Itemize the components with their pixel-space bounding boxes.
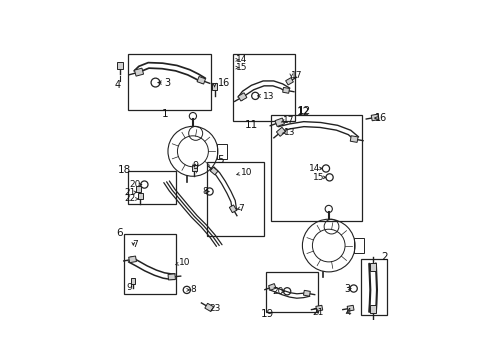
Text: 16: 16 xyxy=(218,78,230,89)
Text: 9: 9 xyxy=(193,161,199,171)
Polygon shape xyxy=(276,127,286,136)
Text: 11: 11 xyxy=(245,120,258,130)
Polygon shape xyxy=(303,290,310,296)
Text: 18: 18 xyxy=(118,165,131,175)
Bar xyxy=(233,54,295,121)
Text: 17: 17 xyxy=(283,116,294,125)
Bar xyxy=(354,238,365,253)
Text: 17: 17 xyxy=(292,71,303,80)
Text: 3: 3 xyxy=(165,78,171,88)
Polygon shape xyxy=(134,68,144,76)
Polygon shape xyxy=(269,284,276,290)
Text: 14: 14 xyxy=(309,164,320,173)
Polygon shape xyxy=(197,76,205,84)
Polygon shape xyxy=(229,205,237,213)
Polygon shape xyxy=(275,118,284,126)
Text: 15: 15 xyxy=(236,63,247,72)
Polygon shape xyxy=(371,114,379,121)
Text: 10: 10 xyxy=(179,258,191,267)
Bar xyxy=(123,234,176,294)
Text: 10: 10 xyxy=(241,168,252,177)
Text: 19: 19 xyxy=(261,309,274,319)
Text: 20: 20 xyxy=(129,180,140,189)
Text: 7: 7 xyxy=(239,204,245,213)
Text: 13: 13 xyxy=(284,128,296,137)
Polygon shape xyxy=(212,84,217,90)
Text: 8: 8 xyxy=(191,285,196,294)
Polygon shape xyxy=(210,167,218,175)
Text: 14: 14 xyxy=(236,55,247,64)
Polygon shape xyxy=(192,165,197,171)
Polygon shape xyxy=(138,193,143,199)
Polygon shape xyxy=(168,274,175,280)
Text: 3: 3 xyxy=(344,284,350,293)
Text: 12: 12 xyxy=(298,106,311,116)
Bar xyxy=(267,272,318,312)
Text: 8: 8 xyxy=(202,187,208,196)
Polygon shape xyxy=(370,263,376,270)
Polygon shape xyxy=(350,136,358,143)
Text: 4: 4 xyxy=(345,308,351,317)
Polygon shape xyxy=(347,305,354,311)
Polygon shape xyxy=(283,87,290,93)
Polygon shape xyxy=(205,303,214,311)
Polygon shape xyxy=(238,93,247,101)
Polygon shape xyxy=(286,78,294,85)
Polygon shape xyxy=(316,305,323,311)
Text: 15: 15 xyxy=(313,173,324,182)
Polygon shape xyxy=(131,278,135,284)
Bar xyxy=(270,115,362,221)
Bar xyxy=(207,162,264,236)
Text: 12: 12 xyxy=(297,108,311,117)
Bar xyxy=(361,260,387,315)
Bar xyxy=(217,144,227,159)
Text: 6: 6 xyxy=(117,228,123,238)
Text: 2: 2 xyxy=(382,252,389,262)
Text: 21: 21 xyxy=(312,308,323,317)
Bar xyxy=(128,54,211,110)
Text: 22: 22 xyxy=(124,194,135,203)
Text: 13: 13 xyxy=(263,92,274,101)
Text: 23: 23 xyxy=(209,304,220,313)
Text: 5: 5 xyxy=(218,155,224,165)
Polygon shape xyxy=(370,305,376,312)
Text: 9: 9 xyxy=(126,283,132,292)
Text: 4: 4 xyxy=(115,80,121,90)
Polygon shape xyxy=(129,256,136,263)
Text: 1: 1 xyxy=(162,109,169,119)
Text: 20: 20 xyxy=(272,287,284,296)
Text: 7: 7 xyxy=(132,240,138,249)
Bar xyxy=(128,171,176,204)
Polygon shape xyxy=(117,62,122,69)
Text: 21: 21 xyxy=(124,188,135,197)
Text: 16: 16 xyxy=(375,113,388,123)
Polygon shape xyxy=(136,186,141,192)
